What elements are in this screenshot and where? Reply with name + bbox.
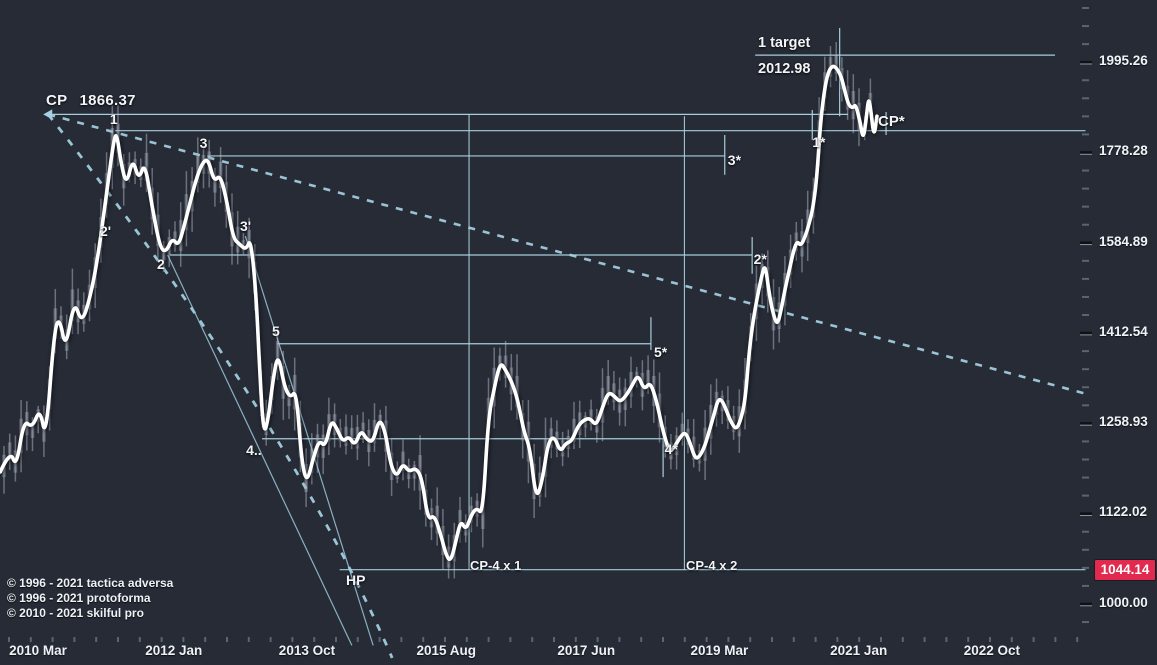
y-axis-label: 1258.93	[1099, 414, 1148, 430]
x-axis-label: 2015 Aug	[416, 643, 476, 658]
channel-line	[244, 235, 374, 646]
copyright-line: © 2010 - 2021 skilful pro	[7, 606, 144, 620]
y-axis-label: 1412.54	[1099, 323, 1148, 339]
copyright-line: © 1996 - 2021 tactica adversa	[7, 576, 174, 590]
x-axis-label: 2012 Jan	[145, 643, 203, 658]
copyright-line: © 1996 - 2021 protoforma	[7, 591, 151, 605]
cp-arrow-icon	[43, 109, 53, 120]
channel-line	[167, 254, 353, 646]
x-axis-label: 2013 Oct	[278, 643, 336, 658]
x-axis-label: 2019 Mar	[690, 643, 749, 658]
y-axis-label: 1000.00	[1099, 594, 1148, 610]
x-axis-label: 2010 Mar	[9, 643, 67, 658]
candle-wicks	[2, 41, 873, 579]
y-axis-label: 1995.26	[1099, 53, 1148, 69]
y-axis-label: 1778.28	[1099, 143, 1148, 159]
x-axis-label: 2017 Jun	[557, 643, 616, 658]
price-scale[interactable]: 1995.26 1778.28 1584.89 1412.54 1258.93 1122.…	[1082, 0, 1157, 635]
x-axis-label: 2022 Oct	[963, 643, 1021, 658]
y-axis-label: 1584.89	[1099, 233, 1148, 249]
x-axis-label: 2021 Jan	[830, 643, 888, 658]
price-line	[0, 64, 879, 562]
time-scale[interactable]: 2010 Mar 2012 Jan 2013 Oct 2015 Aug 2017 Jun…	[0, 641, 1090, 665]
y-axis-label: 1122.02	[1099, 504, 1148, 520]
hp-price-badge: 1044.14	[1095, 559, 1155, 580]
chart-plot-area[interactable]: 1 2' 2 3 3' 5 4.. 3* 2* 5* 4* 1* CP 1866.37 1 target…	[0, 0, 1092, 659]
copyright-block: © 1996 - 2021 tactica adversa © 1996 - 2…	[7, 576, 173, 621]
trend-curve-dashed-hp	[47, 113, 394, 659]
